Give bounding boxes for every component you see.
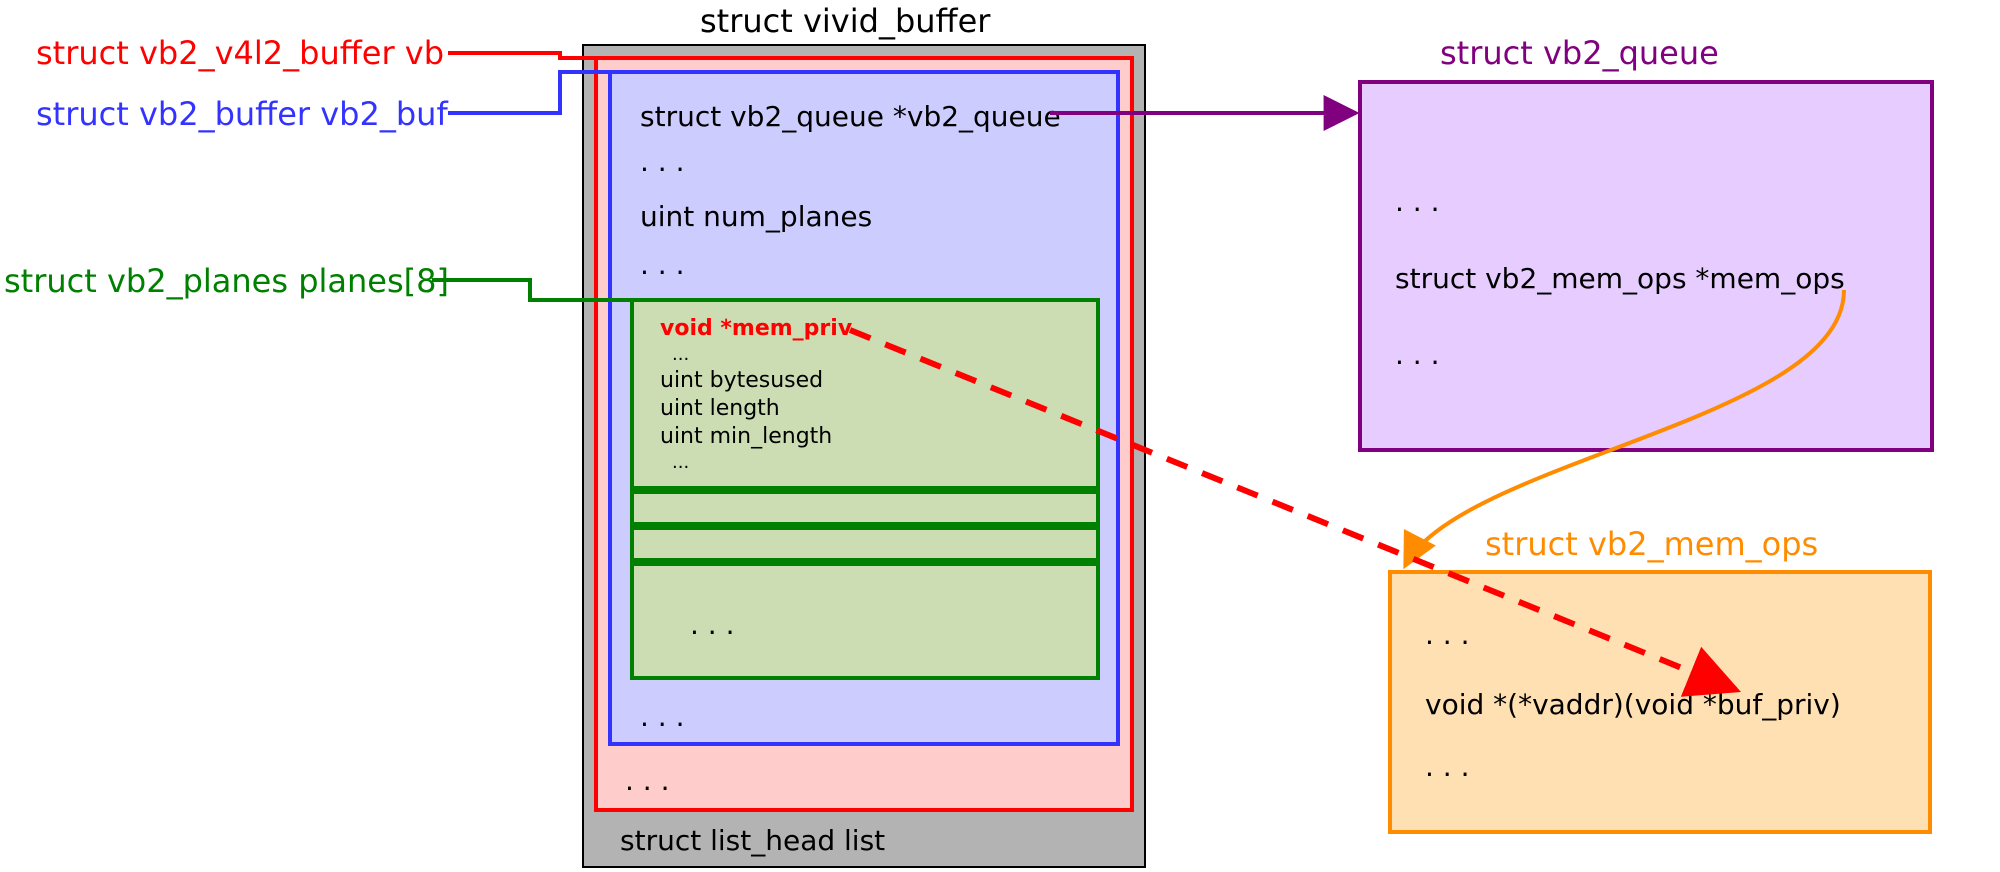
label-memops: struct vb2_mem_ops [1485, 525, 1818, 563]
blue-line-numplanes: uint num_planes [640, 200, 872, 233]
plane-mem-priv: void *mem_priv [660, 316, 852, 341]
blue-line-ell3: . . . [640, 700, 685, 733]
memops-ell1: . . . [1425, 618, 1470, 651]
memops-vaddr: void *(*vaddr)(void *buf_priv) [1425, 688, 1841, 721]
label-vb: struct vb2_v4l2_buffer vb [36, 34, 444, 72]
label-planes: struct vb2_planes planes[8] [4, 262, 449, 300]
plane-ell1: ... [672, 344, 689, 365]
label-vb2-buf: struct vb2_buffer vb2_buf [36, 95, 448, 133]
diagram-title: struct vivid_buffer [700, 2, 990, 40]
plane-length: uint length [660, 396, 780, 421]
planes-more: . . . [690, 608, 735, 641]
label-queue: struct vb2_queue [1440, 34, 1719, 72]
plane-bytesused: uint bytesused [660, 368, 823, 393]
queue-ell2: . . . [1395, 338, 1440, 371]
plane-min-length: uint min_length [660, 424, 832, 449]
queue-memops: struct vb2_mem_ops *mem_ops [1395, 262, 1845, 295]
planes-slot-2 [630, 526, 1100, 562]
planes-slot-1 [630, 490, 1100, 526]
connector-vb [448, 53, 594, 58]
blue-line-vb2queue: struct vb2_queue *vb2_queue [640, 100, 1061, 133]
queue-ell1: . . . [1395, 185, 1440, 218]
plane-ell2: ... [672, 452, 689, 473]
blue-line-ell1: . . . [640, 145, 685, 178]
memops-ell2: . . . [1425, 750, 1470, 783]
red-footer: . . . [625, 764, 670, 797]
outer-footer: struct list_head list [620, 824, 885, 857]
blue-line-ell2: . . . [640, 248, 685, 281]
